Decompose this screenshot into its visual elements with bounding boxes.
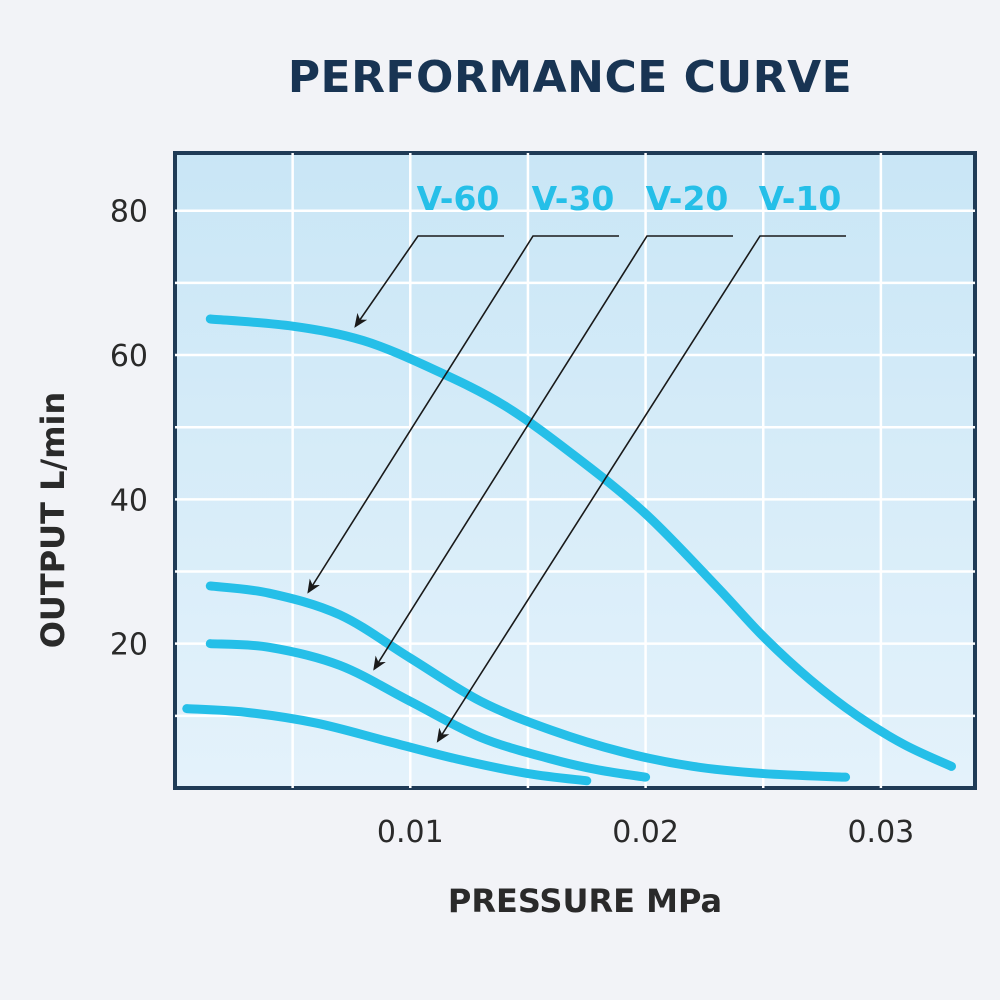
legend-arrow-v-60: [354, 235, 504, 328]
legend-arrow-v-20: [373, 235, 733, 671]
legend-arrow-v-30: [307, 235, 619, 594]
legend-label-v-60: V-60: [417, 179, 500, 218]
series-line-v-30: [205, 581, 851, 782]
y-tick-label: 60: [110, 339, 148, 374]
legend-arrow-v-10: [436, 235, 846, 743]
plot-area: [173, 151, 977, 790]
series-line-v-20: [205, 639, 651, 782]
x-axis-title: PRESSURE MPa: [448, 882, 722, 920]
legend: V-60 V-30 V-20 V-10: [417, 179, 842, 218]
legend-label-v-10: V-10: [759, 179, 842, 218]
grid: [175, 153, 975, 788]
x-tick-label: 0.03: [847, 815, 914, 850]
legend-arrows: [307, 235, 846, 743]
y-tick-label: 40: [110, 483, 148, 518]
series-line-v-10: [182, 704, 592, 786]
legend-label-v-30: V-30: [532, 179, 615, 218]
y-tick-label: 20: [110, 628, 148, 663]
chart-title: PERFORMANCE CURVE: [287, 52, 853, 103]
y-tick-label: 80: [110, 195, 148, 230]
series-line-v-60: [205, 314, 956, 771]
tick-labels: 20 40 60 80 0.01 0.02 0.03: [110, 195, 914, 850]
x-tick-label: 0.01: [377, 815, 444, 850]
x-tick-label: 0.02: [612, 815, 679, 850]
series-lines: [182, 314, 956, 786]
y-axis-title: OUTPUT L/min: [34, 392, 72, 649]
legend-label-v-20: V-20: [646, 179, 729, 218]
